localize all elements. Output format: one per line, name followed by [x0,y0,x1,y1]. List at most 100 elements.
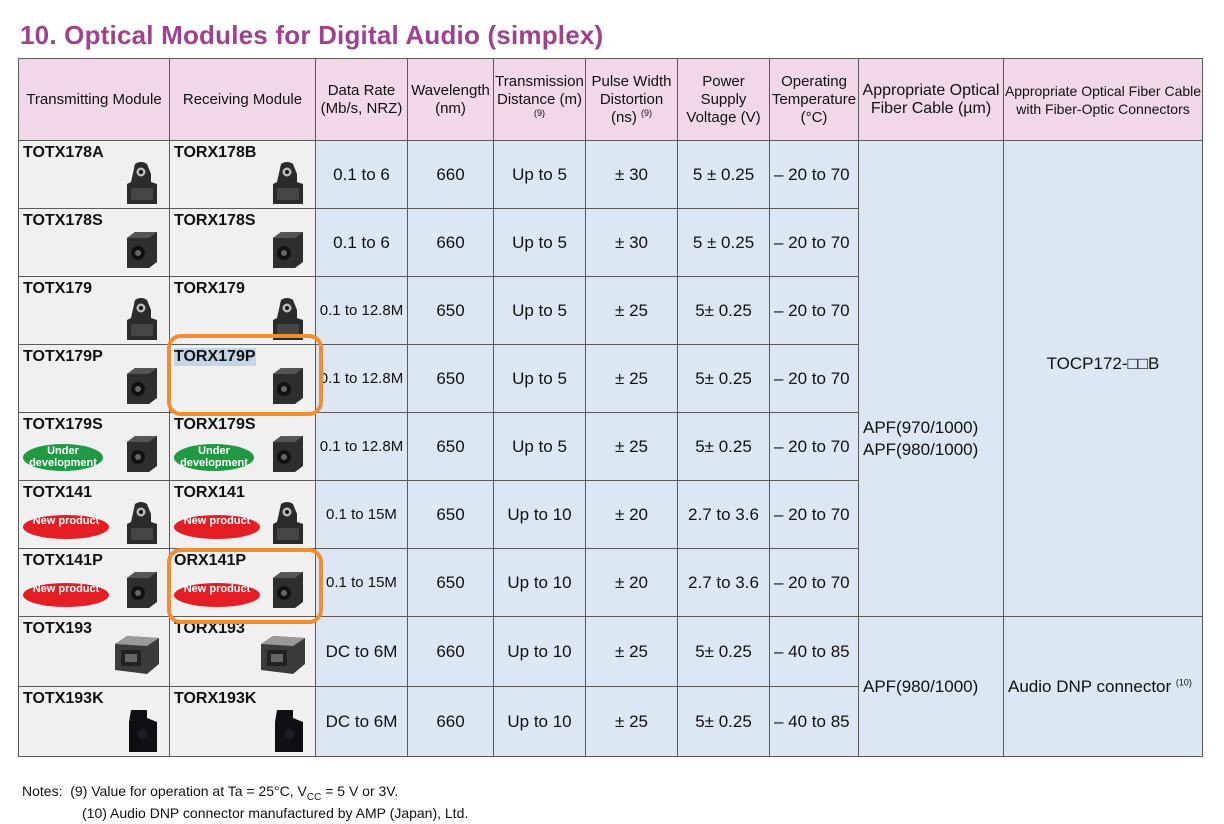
rx-module-name: ORX141P [174,552,247,569]
header-distance-label: Transmission Distance (m) [495,72,584,108]
header-distance-note: (9) [534,107,545,118]
header-wavelength: Wavelength (nm) [407,58,494,141]
header-data-rate: Data Rate (Mb/s, NRZ) [315,58,408,141]
cell-distance: Up to 5 [493,208,586,277]
note-9-text: (9) Value for operation at Ta = 25°C, V [70,783,307,799]
page-title: 10. Optical Modules for Digital Audio (s… [20,20,604,50]
highlight-torx179p [167,334,323,416]
cell-tx-module: TOTX141P New product [18,548,170,617]
cell-temperature: – 20 to 70 [769,208,859,277]
cell-rx-module: TORX141 New product [169,480,316,549]
rx-module-name: TORX179 [174,280,245,297]
cell-wavelength: 650 [407,276,494,345]
tx-module-name: TOTX141P [23,552,103,569]
cell-rx-module: TORX179S Under development [169,412,316,481]
cell-wavelength: 660 [407,140,494,209]
cell-data-rate: 0.1 to 6 [315,140,408,209]
new-product-badge: New product [174,583,260,607]
cell-temperature: – 20 to 70 [769,276,859,345]
rx-module-name: TORX178S [174,212,256,229]
module-photo [121,708,161,752]
under-development-badge: Under development [23,444,103,471]
notes: Notes: (9) Value for operation at Ta = 2… [22,780,468,824]
new-product-badge: New product [174,515,260,539]
cell-tx-module: TOTX179 [18,276,170,345]
cell-rx-module: TORX179P [169,344,316,413]
cell-distance: Up to 5 [493,140,586,209]
tx-module-name: TOTX193 [23,620,93,637]
cell-voltage: 5± 0.25 [677,616,770,687]
note-10: (10) Audio DNP connector manufactured by… [82,805,469,821]
cell-temperature: – 20 to 70 [769,140,859,209]
header-temperature: Operating Temperature (°C) [769,58,859,141]
cell-pulse-distortion: ± 25 [585,686,678,757]
rx-module-name: TORX179P [174,348,256,366]
cell-distance: Up to 10 [493,616,586,687]
tall-module-icon [127,162,157,204]
cell-wavelength: 660 [407,616,494,687]
cell-temperature: – 40 to 85 [769,616,859,687]
cell-pulse-distortion: ± 30 [585,208,678,277]
tall-module-icon [127,298,157,340]
tx-module-name: TOTX179P [23,348,103,365]
module-photo [267,500,307,544]
cell-temperature: – 40 to 85 [769,686,859,757]
module-photo [121,228,161,270]
cell-fiber-cable-group1: APF(970/1000) APF(980/1000) [858,140,1004,617]
cell-distance: Up to 10 [493,548,586,617]
under-development-badge: Under development [174,444,254,471]
module-photo [121,432,161,474]
cell-connector-group2: Audio DNP connector (10) [1003,616,1203,757]
cell-tx-module: TOTX193 [18,616,170,687]
cell-voltage: 2.7 to 3.6 [677,548,770,617]
header-power-supply: Power Supply Voltage (V) [677,58,770,141]
cell-rx-module: ORX141P New product [169,548,316,617]
cell-distance: Up to 10 [493,480,586,549]
module-photo [257,632,309,678]
module-photo [267,708,307,752]
cell-pulse-distortion: ± 25 [585,616,678,687]
cell-wavelength: 650 [407,548,494,617]
box-module-icon [273,232,303,268]
table-row: TOTX179P TORX179P 0.1 to 12.8M 650 Up to 5 ± … [18,344,1203,413]
cell-wavelength: 650 [407,412,494,481]
cell-pulse-distortion: ± 25 [585,276,678,345]
header-connector: Appropriate Optical Fiber Cable with Fib… [1003,58,1203,141]
table-row: TOTX141 New product TORX141 New product 0.1 … [18,480,1203,549]
module-photo [267,568,307,610]
module-photo [121,568,161,610]
box-module-icon [129,710,157,752]
header-pulse-label: Pulse Width Distortion (ns) [591,72,672,126]
fiber-cable-line2: APF(980/1000) [863,439,979,459]
note-9: Notes: (9) Value for operation at Ta = 2… [22,780,468,802]
tx-module-name: TOTX178S [23,212,103,229]
header-transmitting-module: Transmitting Module [18,58,170,141]
rx-module-name: TORX179S [174,416,256,433]
box-module-icon [127,572,157,608]
cell-data-rate: 0.1 to 12.8M [315,276,408,345]
cell-wavelength: 650 [407,480,494,549]
cell-wavelength: 660 [407,686,494,757]
tx-module-name: TOTX193K [23,690,104,707]
cell-data-rate: 0.1 to 12.8M [315,412,408,481]
connector-name: Audio DNP connector [1008,676,1172,696]
cell-tx-module: TOTX193K [18,686,170,757]
highlight-torx141p [167,548,323,624]
cell-distance: Up to 10 [493,686,586,757]
rx-module-name: TORX193K [174,690,257,707]
module-photo [267,432,307,474]
tall-module-icon [273,162,303,204]
spec-table: Transmitting Module Receiving Module Dat… [18,58,1203,757]
cell-rx-module: TORX193K [169,686,316,757]
cell-wavelength: 650 [407,344,494,413]
table-row: TOTX178A TORX178B 0.1 to 6 660 Up to 5 ± 30 5 … [18,140,1203,617]
tall-module-icon [127,502,157,544]
box-module-icon [273,368,303,404]
header-fiber-cable: Appropriate Optical Fiber Cable (µm) [858,58,1004,141]
cell-rx-module: TORX193 [169,616,316,687]
table-row: TOTX178S TORX178S 0.1 to 6 660 Up to 5 ± 30 5 … [18,208,1203,277]
module-photo [267,228,307,270]
cell-distance: Up to 5 [493,412,586,481]
notes-label: Notes: [22,783,63,799]
rx-module-name: TORX178B [174,144,257,161]
